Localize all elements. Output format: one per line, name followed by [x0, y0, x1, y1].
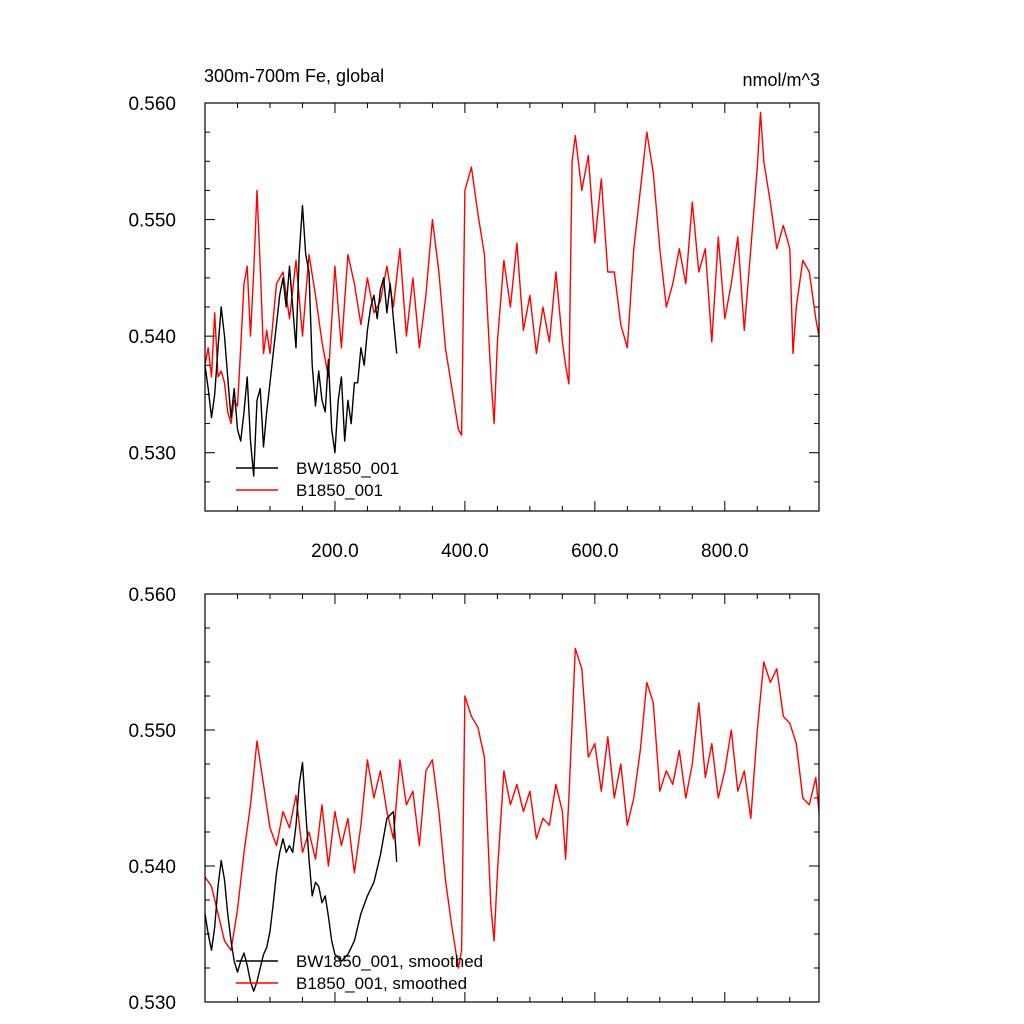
y-tick-label: 0.530 [128, 444, 176, 465]
bottom-axis-ticks [205, 593, 819, 1003]
x-tick-label: 400.0 [441, 541, 489, 562]
y-tick-label: 0.540 [128, 327, 176, 348]
legend-label-bw1850-smoothed: BW1850_001, smoothed [296, 952, 483, 971]
legend-label-b1850: B1850_001 [296, 481, 383, 500]
series-line-bw1850-001 [204, 204, 398, 477]
panel-bottom-fe-smoothed: 0.530 0.540 0.550 0.560 BW1850_001, smoothe… [128, 585, 820, 1014]
top-series-group [204, 111, 820, 477]
chart-title: 300m-700m Fe, global [204, 66, 384, 86]
bottom-series-group [204, 647, 820, 992]
y-tick-label: 0.550 [128, 211, 176, 232]
x-tick-label: 200.0 [311, 541, 359, 562]
bottom-plot-frame [204, 593, 820, 1003]
top-legend: BW1850_001 B1850_001 [236, 459, 399, 500]
y-tick-label: 0.540 [128, 857, 176, 878]
series-line-bw1850-001-smoothed [204, 761, 398, 992]
panel-top-fe-timeseries: 300m-700m Fe, global nmol/m^3 0.530 0.540… [128, 66, 820, 562]
y-tick-label: 0.560 [128, 94, 176, 115]
series-line-b1850-001-smoothed [204, 647, 820, 969]
y-tick-label: 0.550 [128, 721, 176, 742]
series-line-b1850-001 [204, 111, 820, 436]
top-tick-labels: 0.530 0.540 0.550 0.560 200.0 400.0 600.0 800.0 [128, 94, 748, 562]
top-plot-frame [204, 102, 820, 512]
legend-label-bw1850: BW1850_001 [296, 459, 399, 478]
y-tick-label: 0.560 [128, 585, 176, 606]
bottom-legend: BW1850_001, smoothed B1850_001, smoothed [236, 952, 483, 993]
legend-label-b1850-smoothed: B1850_001, smoothed [296, 974, 467, 993]
units-label: nmol/m^3 [743, 70, 820, 90]
y-tick-label: 0.530 [128, 993, 176, 1014]
x-tick-label: 600.0 [571, 541, 619, 562]
x-tick-label: 800.0 [701, 541, 749, 562]
bottom-tick-labels: 0.530 0.540 0.550 0.560 [128, 585, 176, 1014]
